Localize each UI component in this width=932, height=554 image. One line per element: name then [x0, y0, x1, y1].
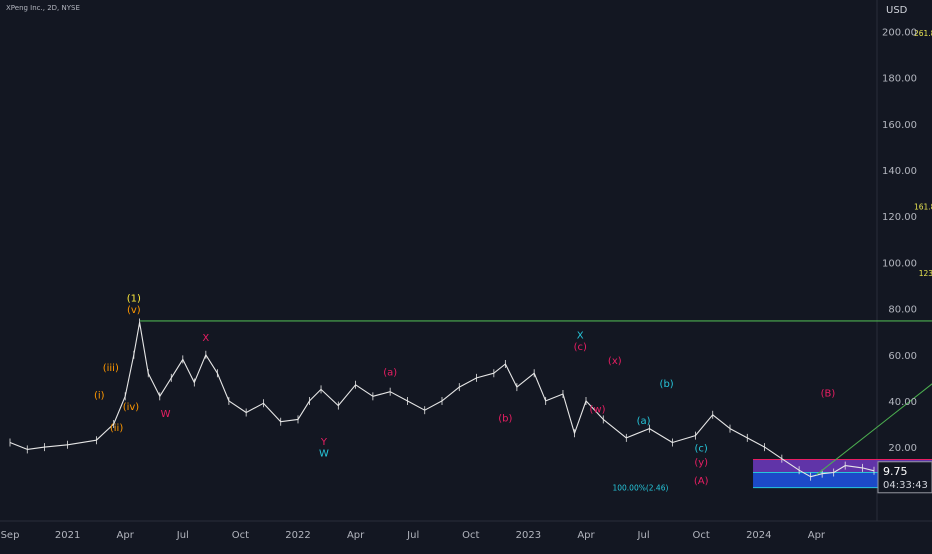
y-tick-label: 160.00: [882, 120, 917, 131]
wave-label: (a): [383, 368, 397, 379]
wave-label: (A): [694, 476, 709, 487]
lower-target-zone-bottom-label: 123.60%(95.43): [919, 269, 932, 278]
y-tick-label: 200.00: [882, 28, 917, 39]
x-tick-label: Apr: [347, 530, 365, 541]
wave-label: W: [319, 448, 329, 459]
x-tick-label: Oct: [232, 530, 249, 541]
lower-target-zone-top-label: 161.80%(124.13): [914, 203, 932, 212]
x-tick-label: Oct: [462, 530, 479, 541]
x-tick-label: Apr: [808, 530, 826, 541]
chart-title: XPeng Inc., 2D, NYSE: [6, 4, 80, 12]
wave-label: (B): [821, 388, 836, 399]
wave-label: Y: [320, 437, 328, 448]
projection-path: [816, 383, 932, 476]
wave-label: (b): [660, 379, 674, 390]
y-tick-label: 20.00: [888, 443, 917, 454]
wave-label: (y): [694, 458, 708, 469]
x-tick-label: Apr: [117, 530, 135, 541]
currency-label: USD: [886, 5, 908, 16]
wave-label: (w): [590, 404, 606, 415]
y-tick-label: 180.00: [882, 74, 917, 85]
y-tick-label: 120.00: [882, 212, 917, 223]
wave-label: X: [202, 333, 209, 344]
x-tick-label: Jul: [176, 530, 189, 541]
fib-label: 100.00%(2.46): [612, 484, 668, 493]
wave-label: (ii): [110, 423, 123, 434]
wave-label: (iv): [123, 402, 140, 413]
x-tick-label: Sep: [1, 530, 20, 541]
x-tick-label: 2023: [516, 530, 541, 541]
wave-label: (b): [498, 414, 512, 425]
countdown-label: 04:33:43: [883, 480, 928, 491]
wave-label: W: [161, 409, 171, 420]
last-price-box: [877, 461, 932, 494]
x-tick-label: Apr: [577, 530, 595, 541]
wave-label: (1): [127, 294, 141, 305]
x-tick-label: 2021: [55, 530, 80, 541]
wave-label: (x): [608, 356, 622, 367]
x-tick-label: Jul: [406, 530, 419, 541]
wave-label: X: [577, 331, 584, 342]
upper-target-zone-top-label: 261.80%(199.27): [914, 29, 932, 38]
y-tick-label: 100.00: [882, 258, 917, 269]
y-tick-label: 80.00: [888, 305, 917, 316]
wave-label: (v): [127, 305, 141, 316]
x-tick-label: Jul: [637, 530, 650, 541]
y-tick-label: 40.00: [888, 397, 917, 408]
x-tick-label: Oct: [693, 530, 710, 541]
y-tick-label: 60.00: [888, 351, 917, 362]
wave-label: (a): [637, 416, 651, 427]
wave-label: (c): [574, 342, 587, 353]
x-tick-label: 2022: [285, 530, 310, 541]
wave-label: (c): [695, 444, 708, 455]
wave-label: (i): [94, 391, 105, 402]
x-tick-label: 2024: [746, 530, 771, 541]
wave-label: (iii): [103, 363, 119, 374]
last-price-label: 9.75: [883, 465, 908, 478]
y-tick-label: 140.00: [882, 166, 917, 177]
